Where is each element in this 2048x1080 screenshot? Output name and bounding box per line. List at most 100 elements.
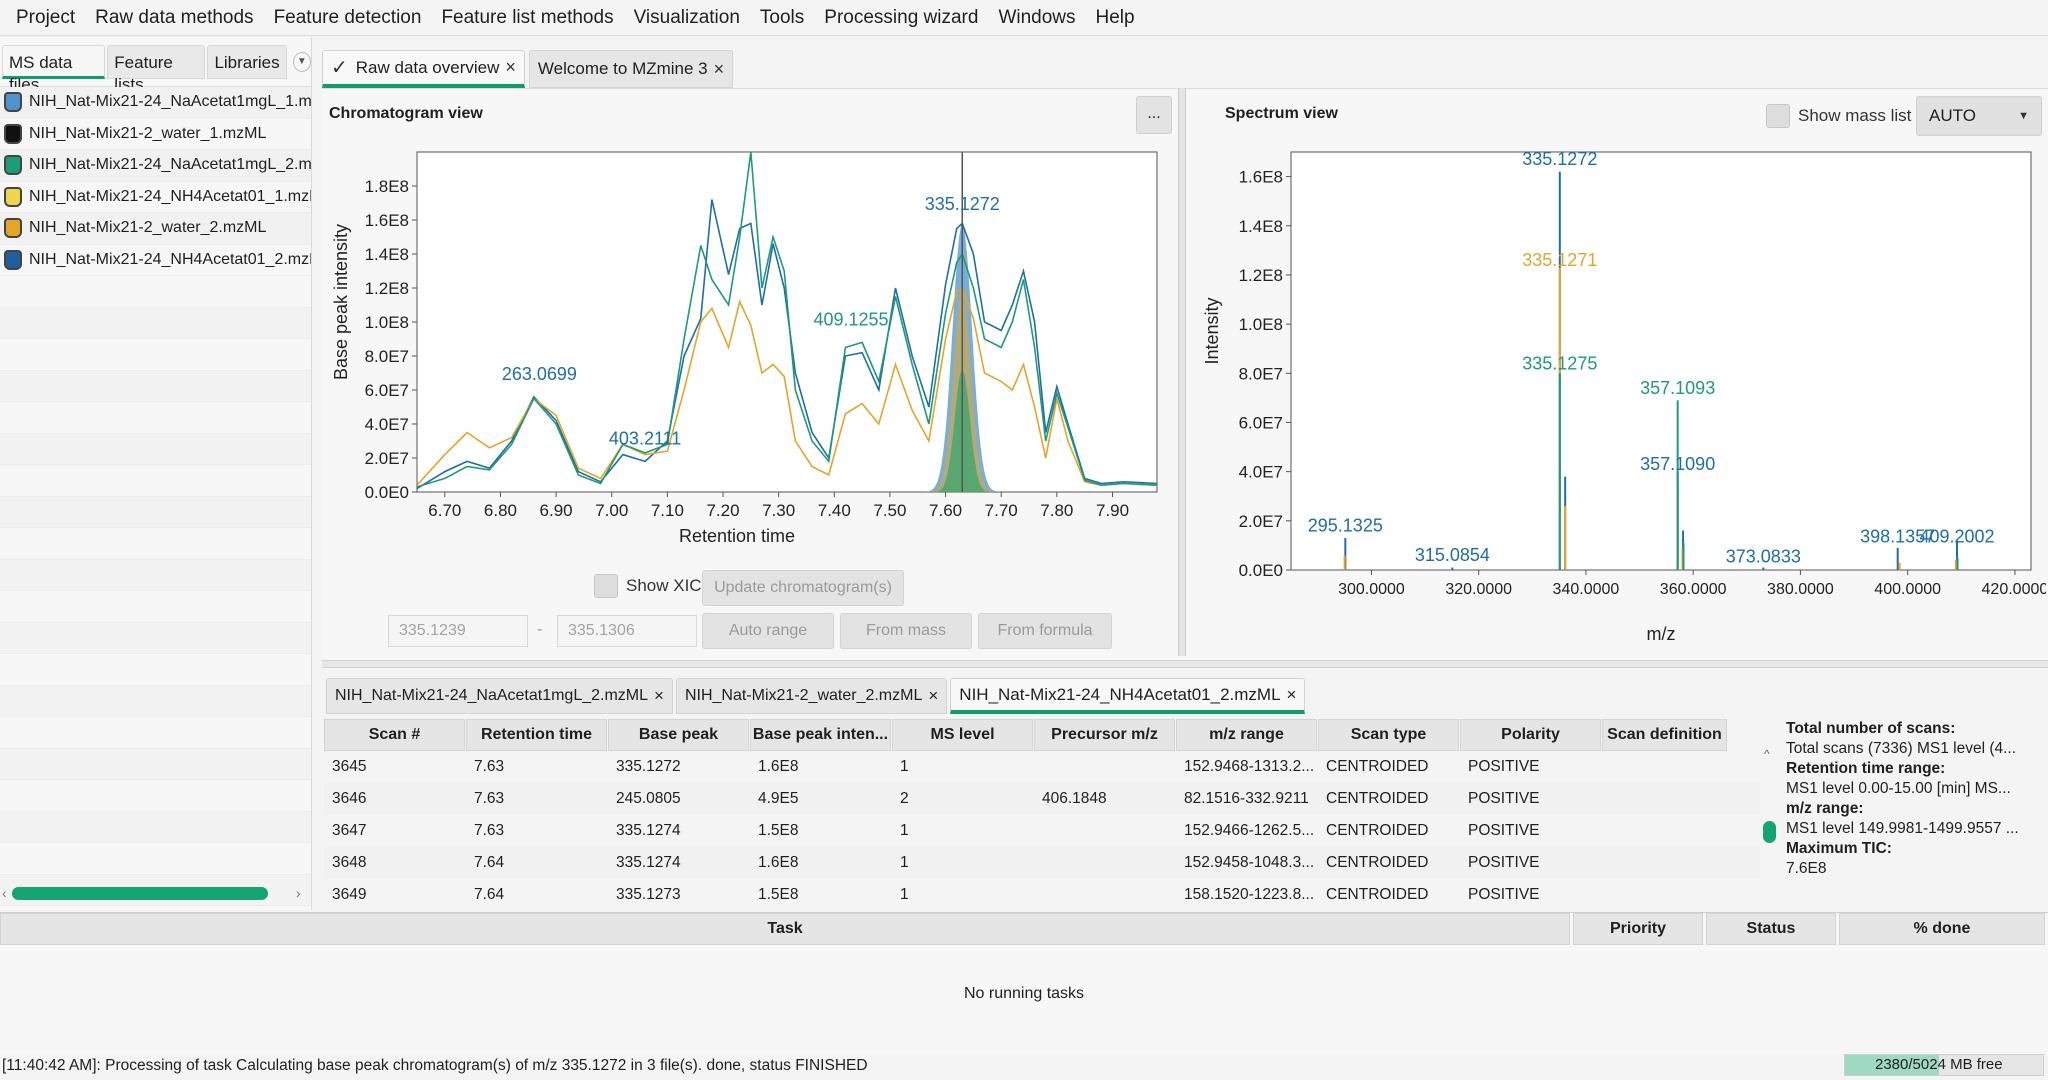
scroll-up-icon[interactable]: ^ <box>1764 747 1770 761</box>
menu-windows[interactable]: Windows <box>998 6 1076 28</box>
empty-list-row <box>0 717 311 749</box>
project-tabs: MS data files Feature lists Libraries ▼ <box>0 37 311 94</box>
table-row[interactable]: 3647 7.63 335.1274 1.5E8 1 152.9466-1262.5...… <box>324 815 1760 847</box>
rt-range-label: Retention time range: <box>1786 760 1946 777</box>
file-item[interactable]: NIH_Nat-Mix21-24_NH4Acetat01_1.mzML <box>0 182 311 213</box>
tab-libraries[interactable]: Libraries <box>207 44 287 79</box>
table-row[interactable]: 3648 7.64 335.1274 1.6E8 1 152.9458-1048.3...… <box>324 847 1760 879</box>
update-chromatograms-button[interactable]: Update chromatogram(s) <box>702 570 904 606</box>
from-formula-button[interactable]: From formula <box>978 613 1112 649</box>
empty-list-row <box>0 685 311 717</box>
tab-welcome[interactable]: Welcome to MZmine 3 × <box>528 50 734 88</box>
empty-list-row <box>0 843 311 875</box>
table-cell: 245.0805 <box>616 790 681 807</box>
horizontal-splitter[interactable] <box>322 660 2048 668</box>
file-item[interactable]: NIH_Nat-Mix21-24_NH4Acetat01_2.mzML <box>0 245 311 276</box>
file-name: NIH_Nat-Mix21-24_NaAcetat1mgL_2.mzML <box>29 156 311 174</box>
menu-processing-wizard[interactable]: Processing wizard <box>824 6 979 28</box>
table-cell <box>1034 815 1175 847</box>
task-column[interactable]: Task <box>0 913 1570 945</box>
table-cell <box>1602 751 1727 783</box>
tab-file-naacetat-2[interactable]: NIH_Nat-Mix21-24_NaAcetat1mgL_2.mzML × <box>326 678 673 714</box>
file-name: NIH_Nat-Mix21-24_NH4Acetat01_2.mzML <box>29 250 311 268</box>
y-tick-label: 0.0E0 <box>1239 561 1283 580</box>
scan-table-scrollbar[interactable]: ^ <box>1760 719 1778 909</box>
mz-min-input[interactable]: 335.1239 <box>388 615 528 647</box>
spectrum-mode-select[interactable]: AUTO ▼ <box>1916 96 2042 136</box>
column-header[interactable]: Polarity <box>1460 719 1601 751</box>
vertical-splitter[interactable] <box>1178 88 1186 656</box>
menu-visualization[interactable]: Visualization <box>633 6 740 28</box>
tab-file-water-2[interactable]: NIH_Nat-Mix21-2_water_2.mzML × <box>675 678 948 714</box>
status-column[interactable]: Status <box>1706 913 1836 945</box>
menu-feature-detection[interactable]: Feature detection <box>273 6 422 28</box>
plot-area <box>1290 151 2032 571</box>
menu-tools[interactable]: Tools <box>759 6 805 28</box>
table-row[interactable]: 3645 7.63 335.1272 1.6E8 1 152.9468-1313.2...… <box>324 751 1760 783</box>
show-xic-checkbox[interactable]: Show XIC <box>594 574 702 598</box>
column-header[interactable]: m/z range <box>1176 719 1317 751</box>
x-tick-label: 7.80 <box>1040 501 1073 520</box>
close-icon[interactable]: × <box>1286 684 1297 704</box>
tabs-dropdown-icon[interactable]: ▼ <box>292 51 311 72</box>
file-list-scrollbar[interactable]: ‹ › <box>0 884 310 902</box>
scrollbar-thumb[interactable] <box>1763 821 1776 843</box>
menu-raw-data-methods[interactable]: Raw data methods <box>95 6 254 28</box>
column-header[interactable]: Base peak <box>608 719 749 751</box>
table-cell: POSITIVE <box>1468 822 1540 839</box>
file-item[interactable]: NIH_Nat-Mix21-24_NaAcetat1mgL_2.mzML <box>0 150 311 182</box>
memory-indicator[interactable]: 2380/5024 MB free <box>1844 1054 2044 1076</box>
menu-help[interactable]: Help <box>1095 6 1135 28</box>
close-icon[interactable]: × <box>505 57 516 77</box>
tab-ms-data-files[interactable]: MS data files <box>2 44 106 94</box>
no-tasks-message: No running tasks <box>963 985 1085 1002</box>
empty-list-row <box>0 496 311 528</box>
table-row[interactable]: 3646 7.63 245.0805 4.9E5 2 406.1848 82.1516-33… <box>324 783 1760 815</box>
tab-feature-lists[interactable]: Feature lists <box>107 44 206 94</box>
scrollbar-thumb[interactable] <box>12 886 268 900</box>
checkbox-box[interactable] <box>1766 104 1790 128</box>
spectrum-plot[interactable]: 300.0000 320.0000 340.0000 360.0000 380.0000… <box>1196 140 2046 650</box>
table-cell: 152.9458-1048.3... <box>1184 854 1315 871</box>
chromatogram-plot[interactable]: 6.70 6.80 6.90 7.00 7.10 7.20 7.30 7.40 7.50 7.60… <box>322 140 1172 560</box>
column-header[interactable]: Scan type <box>1318 719 1459 751</box>
auto-range-button[interactable]: Auto range <box>702 613 834 649</box>
percent-done-column[interactable]: % done <box>1839 913 2045 945</box>
table-cell: 3649 <box>332 886 367 903</box>
close-icon[interactable]: × <box>713 58 725 79</box>
column-header[interactable]: Scan # <box>324 719 465 751</box>
column-header[interactable]: Retention time <box>466 719 607 751</box>
column-header[interactable]: Scan definition <box>1602 719 1727 751</box>
scroll-left-icon[interactable]: ‹ <box>2 885 7 901</box>
mz-max-input[interactable]: 335.1306 <box>557 615 697 647</box>
column-header[interactable]: MS level <box>892 719 1033 751</box>
menu-bar: Project Raw data methods Feature detecti… <box>0 0 2048 36</box>
column-header[interactable]: Base peak inten... <box>750 719 891 751</box>
file-item[interactable]: NIH_Nat-Mix21-2_water_1.mzML <box>0 119 311 150</box>
close-icon[interactable]: × <box>928 686 939 705</box>
close-icon[interactable]: × <box>654 686 664 705</box>
show-mass-list-checkbox[interactable]: Show mass list <box>1766 104 1911 128</box>
from-mass-button[interactable]: From mass <box>840 613 972 649</box>
table-cell: 1.5E8 <box>758 886 799 903</box>
tab-raw-data-overview[interactable]: ✓ Raw data overview × <box>322 50 525 88</box>
chromatogram-title: Chromatogram view <box>329 105 483 122</box>
peak-annotation: 315.0854 <box>1415 545 1490 565</box>
file-item[interactable]: NIH_Nat-Mix21-2_water_2.mzML <box>0 213 311 245</box>
table-cell <box>1602 783 1727 815</box>
menu-project[interactable]: Project <box>16 6 76 28</box>
table-cell: 7.63 <box>474 822 505 839</box>
table-row[interactable]: 3649 7.64 335.1273 1.5E8 1 158.1520-1223.8...… <box>324 879 1760 911</box>
chromatogram-more-button[interactable]: ... <box>1136 96 1172 134</box>
series-line <box>417 199 1157 490</box>
column-header[interactable]: Precursor m/z <box>1034 719 1175 751</box>
checkbox-box[interactable] <box>594 574 618 598</box>
x-tick-label: 7.00 <box>595 501 628 520</box>
priority-column[interactable]: Priority <box>1573 913 1703 945</box>
scroll-right-icon[interactable]: › <box>296 885 301 901</box>
tab-file-nh4acetat-2[interactable]: NIH_Nat-Mix21-24_NH4Acetat01_2.mzML × <box>950 678 1306 714</box>
menu-feature-list-methods[interactable]: Feature list methods <box>441 6 614 28</box>
scan-table-header: Scan # Retention time Base peak Base peak i… <box>324 719 1760 751</box>
y-tick-label: 2.0E7 <box>1239 512 1283 531</box>
file-item[interactable]: NIH_Nat-Mix21-24_NaAcetat1mgL_1.mzML <box>0 87 311 119</box>
